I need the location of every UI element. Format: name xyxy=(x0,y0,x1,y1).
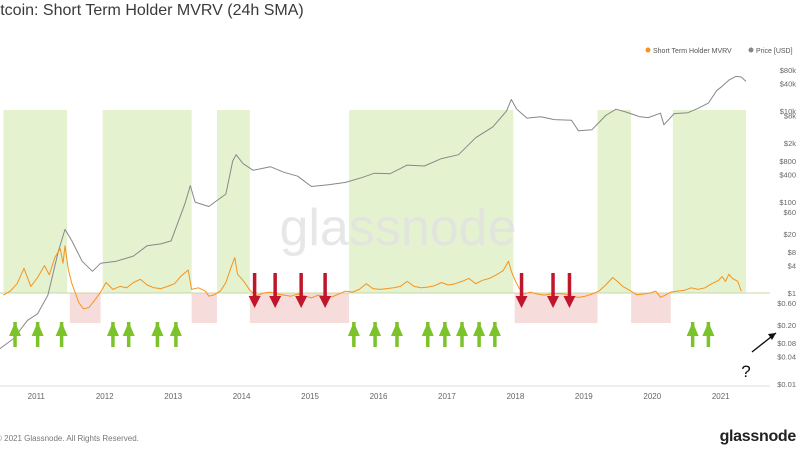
legend-label: Price [USD] xyxy=(756,48,793,55)
right-tick-label: $0.08 xyxy=(777,339,796,348)
right-tick-label: $1 xyxy=(788,289,796,298)
up-arrow-head xyxy=(9,322,22,336)
question-mark: ? xyxy=(741,362,750,381)
up-arrow-head xyxy=(473,322,486,336)
right-tick-label: $0.04 xyxy=(777,353,796,362)
up-arrow-head xyxy=(31,322,44,336)
right-tick-label: $80k xyxy=(780,66,797,75)
right-tick-label: $0.20 xyxy=(777,321,796,330)
green-band xyxy=(597,110,632,294)
annotation-arrowhead xyxy=(768,333,776,340)
up-arrow-head xyxy=(106,322,119,336)
green-band xyxy=(349,110,514,294)
x-tick-label: 2021 xyxy=(712,392,730,401)
right-tick-label: $10k xyxy=(780,107,797,116)
right-tick-label: $100 xyxy=(779,198,796,207)
down-arrow-head xyxy=(547,296,560,308)
up-arrow-head xyxy=(456,322,468,336)
x-tick-label: 2015 xyxy=(301,392,319,401)
x-tick-label: 2012 xyxy=(96,392,114,401)
right-tick-label: $4 xyxy=(788,262,796,271)
x-tick-label: 2014 xyxy=(233,392,251,401)
down-arrow-head xyxy=(248,296,261,308)
brand-logo: glassnode xyxy=(719,428,797,445)
x-axis: 2011 2012 2013 2014 2015 2016 2017 2018 2019 2020… xyxy=(0,385,770,401)
right-tick-label: $60 xyxy=(783,208,796,217)
x-tick-label: 2020 xyxy=(643,392,661,401)
up-arrow-head xyxy=(421,322,434,336)
right-tick-label: $8k xyxy=(784,111,796,120)
up-arrow-head xyxy=(702,322,715,336)
right-tick-label: $40k xyxy=(780,80,797,89)
right-tick-label: $2k xyxy=(784,139,796,148)
up-arrow-head xyxy=(55,322,68,336)
up-arrow-head xyxy=(390,322,403,336)
x-tick-label: 2017 xyxy=(438,392,456,401)
red-band xyxy=(631,293,671,324)
x-tick-label: 2013 xyxy=(164,392,182,401)
up-arrow-head xyxy=(122,322,135,336)
series-layer xyxy=(0,75,747,350)
short-term-holder-mvrv-line xyxy=(3,245,742,310)
bands-layer xyxy=(3,110,747,324)
chart-title: Bitcoin: Short Term Holder MVRV (24h SMA… xyxy=(0,2,304,19)
up-arrow-head xyxy=(169,322,182,336)
copyright: © 2021 Glassnode. All Rights Reserved. xyxy=(0,434,139,443)
up-arrow-head xyxy=(438,322,451,336)
x-tick-label: 2018 xyxy=(506,392,524,401)
price-usd-line xyxy=(0,75,747,350)
up-arrow-head xyxy=(488,322,501,336)
up-arrow-head xyxy=(151,322,164,336)
right-axis: $80k $40k $10k$8k $2k $800 $400 $100$60 $20 $8 $4… xyxy=(777,66,796,389)
right-tick-label: $800 xyxy=(779,157,796,166)
watermark: glassnode xyxy=(279,199,516,257)
up-arrow-head xyxy=(369,322,382,336)
arrow-layer xyxy=(9,273,715,347)
right-tick-label: $20 xyxy=(783,230,796,239)
down-arrow-head xyxy=(319,296,332,308)
x-tick-label: 2019 xyxy=(575,392,593,401)
legend-swatch xyxy=(748,47,754,53)
green-band xyxy=(3,110,68,294)
right-tick-label: $400 xyxy=(779,171,796,180)
legend: Short Term Holder MVRV Price [USD] xyxy=(645,47,793,55)
x-tick-label: 2011 xyxy=(28,392,46,401)
up-arrow-head xyxy=(686,322,699,336)
x-tick-label: 2016 xyxy=(370,392,388,401)
annotation-layer: ? xyxy=(741,332,777,381)
legend-label: Short Term Holder MVRV xyxy=(653,48,732,55)
right-tick-label: $0.01 xyxy=(777,380,796,389)
green-band xyxy=(672,110,747,294)
right-tick-label: $8 xyxy=(788,248,796,257)
legend-swatch xyxy=(645,47,651,53)
up-arrow-head xyxy=(347,322,360,336)
right-tick-label: $0.60 xyxy=(777,299,796,308)
down-arrow-head xyxy=(269,296,282,308)
down-arrow-head xyxy=(515,296,528,308)
down-arrow-head xyxy=(295,296,308,308)
green-band xyxy=(216,110,250,294)
down-arrow-head xyxy=(563,296,576,308)
red-band xyxy=(191,293,217,324)
green-band xyxy=(102,110,192,294)
